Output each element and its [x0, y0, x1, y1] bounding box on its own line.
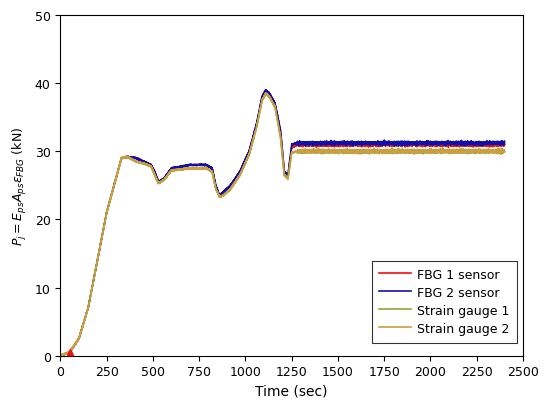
FBG 1 sensor [410, 143, 417, 148]
FBG 1 sensor [501, 143, 508, 148]
Strain gauge 1 [387, 150, 393, 155]
Line: Strain gauge 2: Strain gauge 2 [60, 94, 504, 356]
Line: FBG 2 sensor: FBG 2 sensor [60, 90, 504, 356]
FBG 1 sensor [387, 143, 393, 148]
Strain gauge 2 [339, 148, 346, 153]
Strain gauge 2 [57, 354, 64, 359]
Strain gauge 2 [501, 150, 508, 155]
Strain gauge 2 [79, 324, 86, 328]
FBG 1 sensor [57, 353, 64, 358]
FBG 2 sensor [501, 142, 508, 146]
FBG 2 sensor [57, 354, 64, 359]
FBG 1 sensor [79, 323, 86, 328]
Legend: FBG 1 sensor, FBG 2 sensor, Strain gauge 1, Strain gauge 2: FBG 1 sensor, FBG 2 sensor, Strain gauge… [372, 261, 516, 343]
FBG 1 sensor [339, 144, 346, 148]
FBG 2 sensor [79, 324, 86, 329]
Strain gauge 1 [501, 150, 508, 155]
FBG 2 sensor [262, 88, 269, 93]
Strain gauge 2 [57, 353, 64, 358]
Line: FBG 1 sensor: FBG 1 sensor [60, 91, 504, 356]
FBG 2 sensor [339, 142, 346, 147]
Line: Strain gauge 1: Strain gauge 1 [60, 94, 504, 356]
Strain gauge 1 [339, 149, 346, 154]
FBG 1 sensor [57, 353, 64, 358]
Strain gauge 1 [410, 151, 417, 155]
FBG 2 sensor [387, 140, 393, 145]
Strain gauge 1 [262, 92, 269, 97]
FBG 2 sensor [57, 353, 64, 358]
FBG 2 sensor [410, 143, 417, 148]
Strain gauge 2 [387, 149, 393, 154]
FBG 1 sensor [218, 192, 224, 197]
Strain gauge 1 [79, 324, 86, 328]
X-axis label: Time (sec): Time (sec) [255, 384, 328, 398]
FBG 2 sensor [320, 142, 327, 147]
Strain gauge 2 [218, 194, 224, 199]
FBG 1 sensor [263, 88, 270, 93]
Strain gauge 1 [57, 353, 64, 358]
Strain gauge 1 [57, 354, 64, 359]
FBG 2 sensor [218, 193, 224, 198]
Y-axis label: $P_j = E_{ps}A_{ps}\varepsilon_{FBG}$ (kN): $P_j = E_{ps}A_{ps}\varepsilon_{FBG}$ (k… [11, 126, 29, 245]
Strain gauge 1 [218, 195, 224, 200]
Strain gauge 1 [320, 149, 327, 154]
Strain gauge 2 [410, 151, 417, 156]
FBG 1 sensor [320, 142, 327, 147]
Strain gauge 2 [262, 92, 269, 97]
Strain gauge 2 [320, 150, 327, 155]
